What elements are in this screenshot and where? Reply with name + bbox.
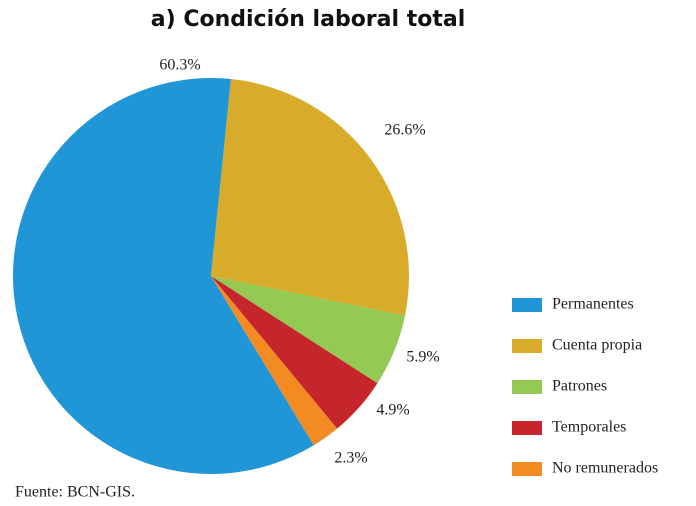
legend-label: Cuenta propia: [552, 337, 642, 354]
legend-swatch: [512, 421, 542, 435]
legend-label: Temporales: [552, 419, 626, 436]
pie-slice: [12, 78, 314, 475]
legend-swatch: [512, 462, 542, 476]
chart-title: a) Condición laboral total: [151, 7, 465, 32]
legend-swatch: [512, 380, 542, 394]
pie-slice: [211, 79, 409, 316]
legend-swatch: [512, 298, 542, 312]
data-label: 2.3%: [334, 450, 367, 467]
data-label: 26.6%: [384, 122, 425, 139]
legend-swatch: [512, 339, 542, 353]
pie-slice: [211, 276, 405, 384]
legend-label: Permanentes: [552, 296, 634, 313]
data-label: 5.9%: [406, 349, 439, 366]
pie-slice: [211, 276, 338, 446]
legend-label: Patrones: [552, 378, 607, 395]
legend-label: No remunerados: [552, 460, 658, 477]
data-label: 4.9%: [376, 402, 409, 419]
data-label: 60.3%: [159, 57, 200, 74]
source-note: Fuente: BCN-GIS.: [15, 484, 135, 501]
pie-slice: [211, 276, 378, 429]
